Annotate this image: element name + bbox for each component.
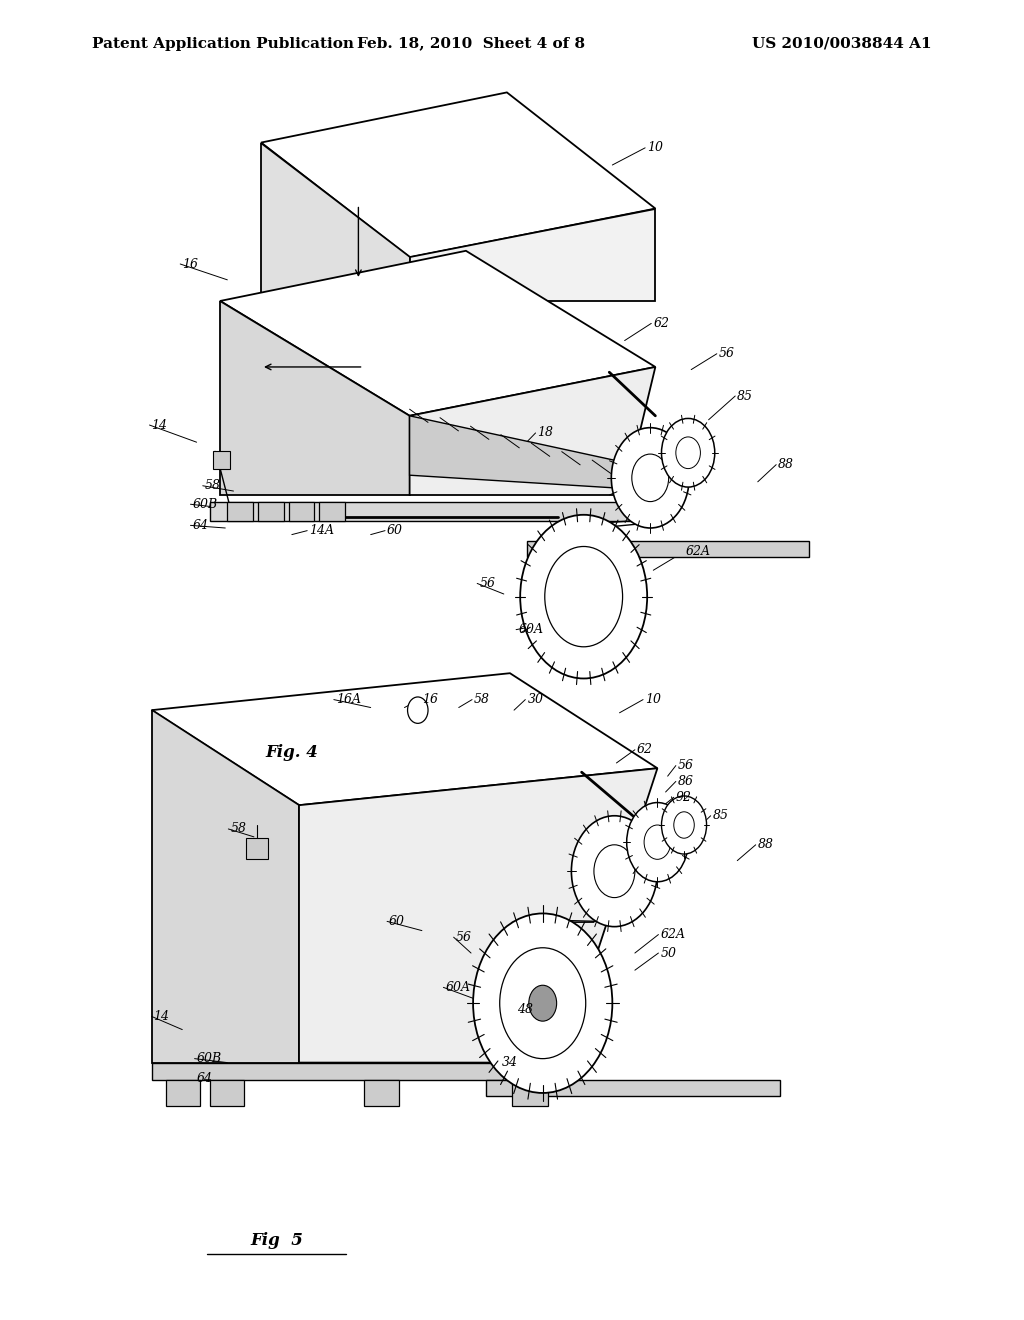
Circle shape: [662, 796, 707, 854]
Circle shape: [571, 816, 657, 927]
Text: 85: 85: [713, 809, 729, 822]
Polygon shape: [512, 1080, 548, 1106]
Polygon shape: [227, 502, 253, 521]
Text: 10: 10: [645, 693, 662, 706]
Text: 60: 60: [389, 915, 406, 928]
Text: 88: 88: [758, 838, 774, 851]
Text: 58: 58: [205, 479, 221, 492]
Text: 16: 16: [182, 257, 199, 271]
Text: 56: 56: [678, 759, 694, 772]
Polygon shape: [166, 1080, 200, 1106]
Text: 60: 60: [387, 524, 403, 537]
Text: 56: 56: [456, 931, 472, 944]
Polygon shape: [410, 416, 623, 488]
Polygon shape: [258, 502, 284, 521]
Text: 16: 16: [422, 693, 438, 706]
Polygon shape: [220, 301, 410, 495]
Text: 60B: 60B: [193, 498, 218, 511]
Polygon shape: [152, 673, 657, 805]
Text: 60A: 60A: [518, 623, 543, 636]
Polygon shape: [220, 251, 655, 416]
Circle shape: [528, 985, 557, 1022]
Circle shape: [611, 428, 689, 528]
Text: 14: 14: [152, 418, 168, 432]
Polygon shape: [299, 768, 657, 1063]
Polygon shape: [246, 838, 268, 859]
Text: 64: 64: [197, 1072, 213, 1085]
Circle shape: [520, 515, 647, 678]
Polygon shape: [152, 1063, 561, 1080]
Text: 50: 50: [660, 946, 677, 960]
Text: 92: 92: [676, 791, 692, 804]
Text: 62: 62: [637, 743, 653, 756]
Text: 62: 62: [653, 317, 670, 330]
Text: Fig  5: Fig 5: [250, 1233, 303, 1249]
Circle shape: [627, 803, 688, 882]
Polygon shape: [289, 502, 314, 521]
Text: Fig. 4: Fig. 4: [265, 744, 318, 760]
Text: 10: 10: [647, 141, 664, 154]
Text: 14A: 14A: [309, 524, 334, 537]
Circle shape: [408, 697, 428, 723]
Polygon shape: [486, 1080, 780, 1096]
Text: 18: 18: [538, 426, 554, 440]
Text: 58: 58: [230, 822, 247, 836]
Polygon shape: [261, 143, 410, 301]
Text: Patent Application Publication: Patent Application Publication: [92, 37, 354, 50]
Text: US 2010/0038844 A1: US 2010/0038844 A1: [753, 37, 932, 50]
Polygon shape: [319, 502, 345, 521]
Text: 64: 64: [193, 519, 209, 532]
Text: 62A: 62A: [686, 545, 711, 558]
Polygon shape: [410, 367, 655, 495]
Text: 60B: 60B: [197, 1052, 222, 1065]
Text: 85: 85: [737, 389, 754, 403]
Polygon shape: [410, 209, 655, 301]
Text: 88: 88: [778, 458, 795, 471]
Circle shape: [662, 418, 715, 487]
Text: 48: 48: [517, 1003, 534, 1016]
Text: 34: 34: [502, 1056, 518, 1069]
Polygon shape: [213, 451, 230, 469]
Polygon shape: [364, 1080, 399, 1106]
Text: 86: 86: [678, 775, 694, 788]
Text: 58: 58: [474, 693, 490, 706]
Polygon shape: [210, 502, 635, 521]
Text: 56: 56: [719, 347, 735, 360]
Circle shape: [473, 913, 612, 1093]
Text: 62A: 62A: [660, 928, 685, 941]
Polygon shape: [210, 1080, 244, 1106]
Polygon shape: [152, 710, 299, 1063]
Text: 14: 14: [154, 1010, 170, 1023]
Text: 60A: 60A: [445, 981, 470, 994]
Text: 16A: 16A: [336, 693, 360, 706]
Polygon shape: [261, 92, 655, 257]
Text: 30: 30: [527, 693, 544, 706]
Polygon shape: [527, 541, 809, 557]
Text: Feb. 18, 2010  Sheet 4 of 8: Feb. 18, 2010 Sheet 4 of 8: [357, 37, 585, 50]
Text: 56: 56: [479, 577, 496, 590]
